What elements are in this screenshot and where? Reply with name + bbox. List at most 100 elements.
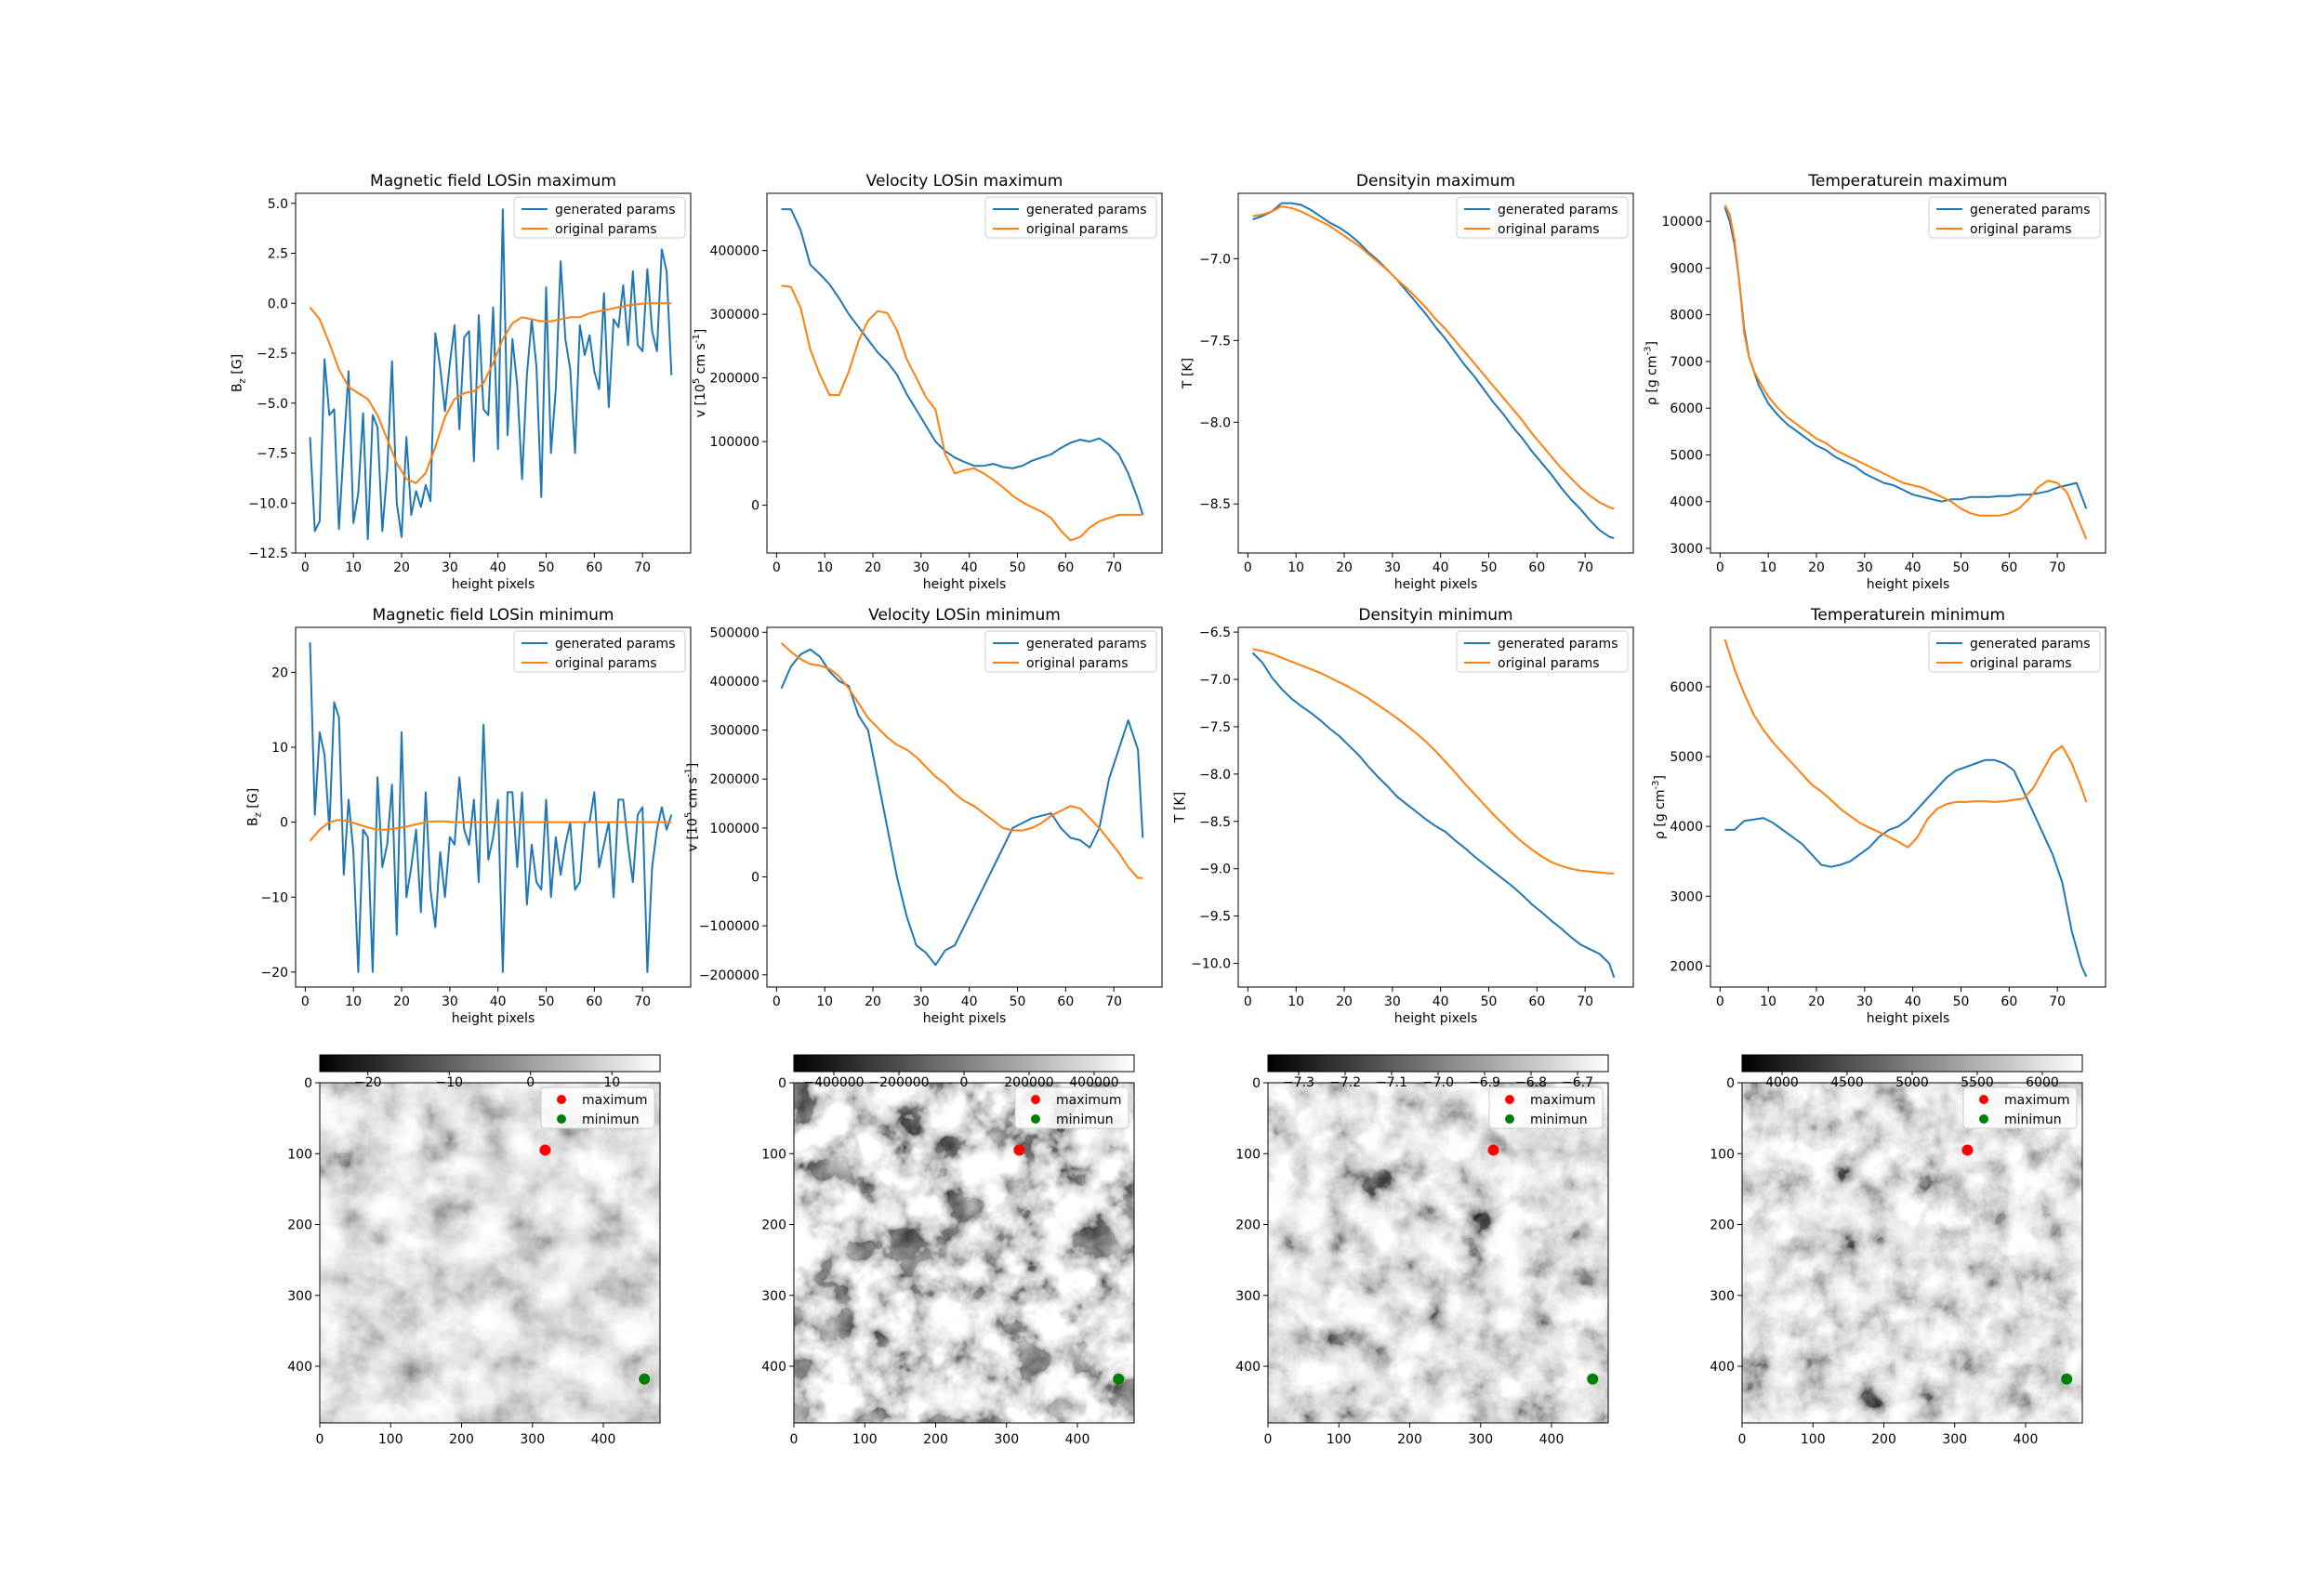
x-tick-label: 30 <box>1384 560 1401 575</box>
y-tick-label: 200 <box>1710 1218 1735 1233</box>
y-tick-label: −100000 <box>699 919 759 934</box>
x-tick-label: 50 <box>1953 994 1970 1009</box>
maximum-point <box>1487 1144 1499 1156</box>
chart-title: Densityin minimum <box>1358 606 1512 625</box>
legend-label: generated params <box>1970 203 2091 217</box>
legend-label: minimun <box>1530 1113 1588 1127</box>
colorbar-tick-label: −10 <box>435 1075 463 1090</box>
series-generated-line <box>1724 758 2088 978</box>
x-tick-label: 400 <box>2014 1432 2039 1447</box>
y-tick-label: 400 <box>287 1360 312 1375</box>
plot-frame <box>766 626 1163 988</box>
x-tick-label: 0 <box>316 1432 324 1447</box>
y-tick-label: −10.0 <box>1191 957 1231 972</box>
heatmap-frame <box>1267 1082 1609 1424</box>
x-tick-label: 70 <box>634 560 651 575</box>
y-tick-label: 0 <box>778 1076 786 1091</box>
x-tick-label: 0 <box>1716 560 1724 575</box>
legend: generated params original params <box>1456 196 1629 239</box>
series-generated-line <box>1251 652 1616 979</box>
y-tick-label: 100 <box>1710 1147 1735 1162</box>
legend-label: generated params <box>1498 203 1618 217</box>
y-tick-label: −8.5 <box>1199 815 1231 830</box>
y-tick-label: 100 <box>287 1147 312 1162</box>
heatmap-image <box>320 1083 660 1423</box>
colorbar-tick-label: −7.1 <box>1376 1075 1407 1090</box>
x-tick-label: 0 <box>772 560 781 575</box>
series-original-line <box>781 284 1143 542</box>
y-tick-label: −200000 <box>699 968 759 983</box>
legend-label: maximum <box>1530 1093 1596 1108</box>
series-original-line <box>309 302 672 484</box>
legend: maximum minimun <box>1488 1086 1604 1129</box>
x-tick-label: 300 <box>1942 1432 1967 1447</box>
y-tick-label: 9000 <box>1670 261 1703 276</box>
legend-label: original params <box>1498 656 1600 671</box>
line-chart: Magnetic field LOSin maximum 0 10 20 30 40 50 6… <box>231 172 692 592</box>
x-tick-label: 10 <box>345 560 362 575</box>
colorbar-tick-label: −400000 <box>803 1075 864 1090</box>
x-tick-label: 20 <box>393 560 410 575</box>
x-axis-label: height pixels <box>923 1011 1007 1026</box>
legend-label: generated params <box>1026 203 1147 217</box>
legend: generated params original params <box>513 630 686 673</box>
plot-frame <box>766 192 1163 554</box>
line-chart: Velocity LOSin maximum 0 10 20 30 40 50 60 70 0 10… <box>692 172 1163 592</box>
x-tick-label: 200 <box>1871 1432 1896 1447</box>
y-axis-label: v [105 cm s-1] <box>684 763 701 851</box>
y-tick-label: 300000 <box>710 724 759 739</box>
y-axis-label: T [K] <box>1173 792 1188 823</box>
x-tick-label: 0 <box>1244 560 1252 575</box>
x-tick-label: 10 <box>1760 560 1776 575</box>
x-tick-label: 40 <box>961 994 978 1009</box>
x-axis-label: height pixels <box>923 577 1007 592</box>
x-tick-label: 40 <box>1433 560 1449 575</box>
colorbar-tick-label: −7.0 <box>1422 1075 1454 1090</box>
legend: maximum minimun <box>1014 1086 1129 1129</box>
y-axis-label: Bz [G] <box>231 354 248 392</box>
x-tick-label: 60 <box>2000 994 2017 1009</box>
y-tick-label: 400000 <box>710 675 759 690</box>
y-tick-label: 20 <box>271 665 288 680</box>
legend: generated params original params <box>984 196 1157 239</box>
x-tick-label: 60 <box>586 994 602 1009</box>
colorbar-tick-label: 4500 <box>1830 1075 1864 1090</box>
x-tick-label: 50 <box>1481 560 1498 575</box>
x-tick-label: 50 <box>1481 994 1498 1009</box>
x-tick-label: 20 <box>1336 994 1353 1009</box>
y-tick-label: −7.0 <box>1199 673 1231 688</box>
x-tick-label: 10 <box>816 994 833 1009</box>
x-tick-label: 20 <box>1808 994 1825 1009</box>
x-tick-label: 40 <box>961 560 978 575</box>
y-tick-label: 300000 <box>710 308 759 323</box>
colorbar-tick-label: 5500 <box>1961 1075 1994 1090</box>
x-tick-label: 300 <box>1468 1432 1493 1447</box>
x-axis-label: height pixels <box>1394 577 1478 592</box>
y-axis-label: T [K] <box>1181 358 1195 389</box>
y-tick-label: 100 <box>1235 1147 1261 1162</box>
x-axis-label: height pixels <box>452 1011 535 1026</box>
x-tick-label: 30 <box>913 994 930 1009</box>
y-tick-label: 8000 <box>1670 309 1703 323</box>
minimum-point <box>639 1373 651 1385</box>
y-tick-label: 2000 <box>1670 959 1703 974</box>
x-tick-label: 100 <box>1327 1432 1352 1447</box>
legend-label: generated params <box>555 203 676 217</box>
legend-marker <box>1979 1095 1988 1104</box>
y-tick-label: −8.0 <box>1199 768 1231 783</box>
plot-frame <box>1237 626 1634 988</box>
x-tick-label: 50 <box>538 560 555 575</box>
y-tick-label: −7.5 <box>1199 334 1231 349</box>
y-tick-label: 200000 <box>710 772 759 787</box>
legend-label: original params <box>1498 222 1600 237</box>
maximum-point <box>539 1144 551 1156</box>
legend: generated params original params <box>513 196 686 239</box>
legend-label: minimun <box>1056 1113 1114 1127</box>
y-tick-label: 5000 <box>1670 448 1703 463</box>
colorbar <box>1741 1054 2083 1073</box>
legend-label: original params <box>555 656 657 671</box>
chart-title: Densityin maximum <box>1356 172 1515 191</box>
x-tick-label: 40 <box>490 994 507 1009</box>
x-tick-label: 100 <box>1801 1432 1826 1447</box>
